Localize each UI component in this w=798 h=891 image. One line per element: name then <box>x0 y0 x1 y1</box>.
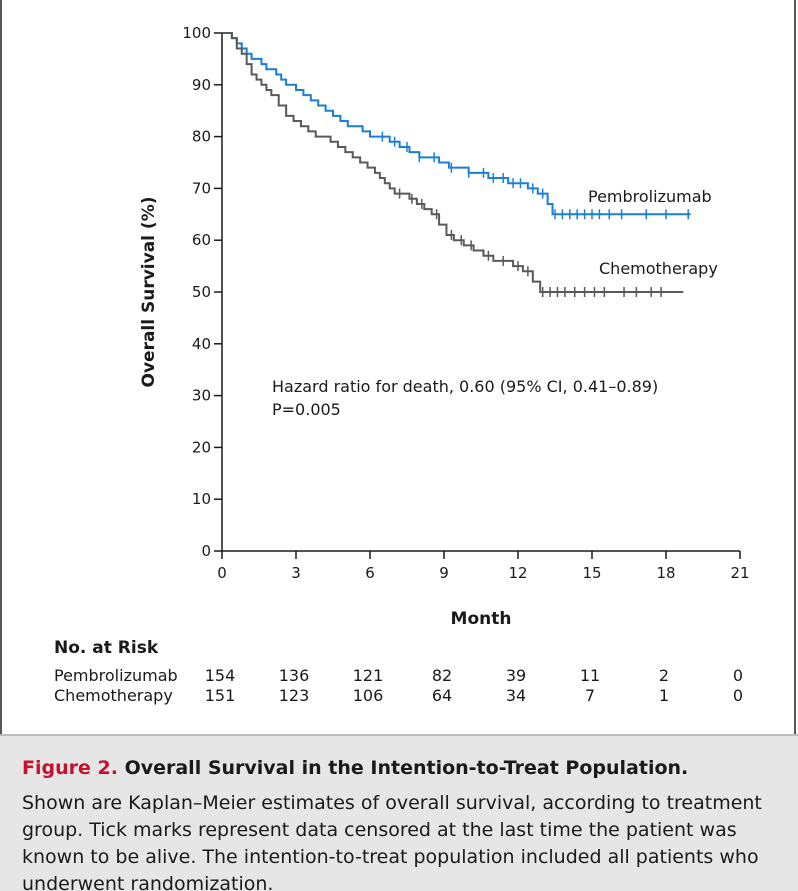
risk-row-label: Pembrolizumab <box>54 666 178 685</box>
x-tick-label: 18 <box>656 564 675 582</box>
risk-table-title: No. at Risk <box>54 638 159 658</box>
hazard-ratio-annotation: Hazard ratio for death, 0.60 (95% CI, 0.… <box>272 377 658 396</box>
x-tick-label: 9 <box>439 564 449 582</box>
y-tick-label: 50 <box>192 283 211 301</box>
caption-figure-label: Figure 2. <box>22 757 118 779</box>
series-layer <box>222 32 691 297</box>
risk-count: 154 <box>204 666 236 685</box>
y-tick-label: 60 <box>192 231 211 249</box>
series-label-chemotherapy: Chemotherapy <box>599 259 718 278</box>
figure-panel: 0 10 20 30 40 50 60 70 80 90 100 0 3 6 9 12 15 18 21 Over… <box>0 0 796 734</box>
x-tick-label: 21 <box>730 564 749 582</box>
risk-count: 82 <box>431 666 453 685</box>
figure-caption: Figure 2. Overall Survival in the Intent… <box>0 734 798 891</box>
risk-count: 7 <box>584 686 596 705</box>
risk-count: 123 <box>278 686 310 705</box>
x-axis-title: Month <box>451 609 512 629</box>
risk-count: 11 <box>579 666 601 685</box>
risk-count: 1 <box>658 686 670 705</box>
y-tick-label: 100 <box>182 24 211 42</box>
x-tick-label: 3 <box>291 564 301 582</box>
risk-count: 151 <box>204 686 236 705</box>
risk-row-chemotherapy: Chemotherapy 151 123 106 64 34 7 1 0 <box>54 686 774 708</box>
survival-curve-pembrolizumab <box>222 32 691 216</box>
y-tick-label: 90 <box>192 76 211 94</box>
caption-body: Shown are Kaplan–Meier estimates of over… <box>22 792 762 891</box>
y-tick-label: 0 <box>201 542 211 560</box>
risk-count: 34 <box>505 686 527 705</box>
series-label-pembrolizumab: Pembrolizumab <box>588 187 712 206</box>
risk-count: 64 <box>431 686 453 705</box>
risk-count: 2 <box>658 666 670 685</box>
y-tick-label: 30 <box>192 387 211 405</box>
risk-count: 0 <box>732 686 744 705</box>
survival-curve-chemotherapy <box>222 32 684 293</box>
x-tick-label: 6 <box>365 564 375 582</box>
risk-count: 0 <box>732 666 744 685</box>
y-tick-label: 40 <box>192 335 211 353</box>
caption-title: Overall Survival in the Intention-to-Tre… <box>124 757 689 779</box>
y-axis: 0 10 20 30 40 50 60 70 80 90 100 <box>182 24 222 560</box>
y-tick-label: 70 <box>192 179 211 197</box>
y-tick-label: 80 <box>192 128 211 146</box>
risk-row-label: Chemotherapy <box>54 686 173 705</box>
risk-count: 136 <box>278 666 310 685</box>
x-tick-label: 15 <box>582 564 601 582</box>
risk-count: 39 <box>505 666 527 685</box>
caption-heading: Figure 2. Overall Survival in the Intent… <box>22 756 776 780</box>
x-tick-label: 12 <box>508 564 527 582</box>
x-tick-label: 0 <box>217 564 227 582</box>
risk-count: 106 <box>352 686 384 705</box>
survival-chart: 0 10 20 30 40 50 60 70 80 90 100 0 3 6 9 12 15 18 21 Over… <box>139 24 750 629</box>
x-axis: 0 3 6 9 12 15 18 21 <box>217 551 750 582</box>
y-axis-title: Overall Survival (%) <box>139 196 159 387</box>
p-value-annotation: P=0.005 <box>272 400 341 419</box>
risk-row-pembrolizumab: Pembrolizumab 154 136 121 82 39 11 2 0 <box>54 666 774 688</box>
risk-count: 121 <box>352 666 384 685</box>
y-tick-label: 20 <box>192 438 211 456</box>
y-tick-label: 10 <box>192 490 211 508</box>
